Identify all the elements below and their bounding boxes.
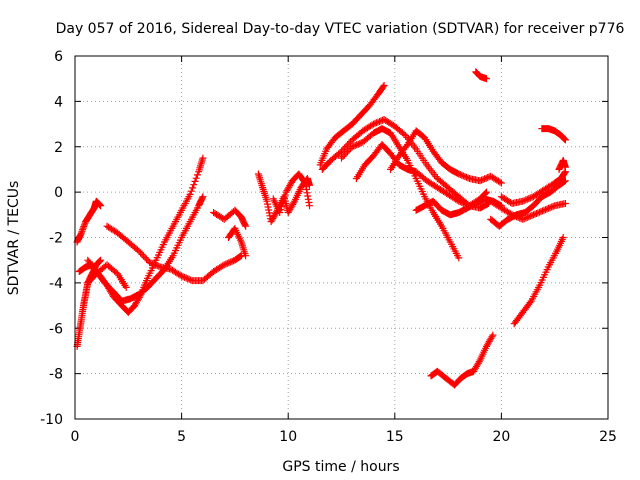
- y-tick-label: 0: [54, 185, 63, 201]
- series-pass-10: [269, 170, 313, 216]
- y-tick-label: -4: [49, 276, 63, 292]
- series-pass-13: [338, 125, 463, 262]
- series-pass-5: [103, 222, 245, 285]
- x-tick-label: 0: [71, 429, 80, 445]
- point-markers: [510, 234, 567, 328]
- point-markers: [210, 206, 250, 230]
- series-pass-18: [472, 68, 490, 83]
- data-layer: [73, 68, 569, 389]
- point-markers: [538, 125, 569, 144]
- series-pass-4: [84, 193, 207, 305]
- point-markers: [103, 222, 245, 285]
- point-markers: [316, 82, 388, 169]
- point-markers: [472, 68, 490, 83]
- grid-layer: [75, 56, 608, 419]
- y-tick-label: -8: [49, 367, 63, 383]
- point-markers: [427, 331, 497, 389]
- point-markers: [84, 193, 207, 305]
- series-pass-17: [427, 331, 497, 389]
- point-markers: [84, 261, 130, 291]
- series-pass-7: [210, 206, 250, 230]
- point-markers: [387, 127, 505, 187]
- point-markers: [497, 168, 569, 207]
- series-pass-22: [510, 234, 567, 328]
- y-tick-label: -10: [40, 412, 63, 428]
- plot-frame: [74, 55, 609, 420]
- y-axis-label: SDTVAR / TECUs: [6, 181, 22, 296]
- series-pass-2: [73, 197, 105, 246]
- chart-title: Day 057 of 2016, Sidereal Day-to-day VTE…: [56, 21, 625, 37]
- y-tick-label: -6: [49, 321, 63, 337]
- point-markers: [269, 170, 313, 216]
- y-tick-label: 2: [54, 140, 63, 156]
- x-axis-label: GPS time / hours: [282, 459, 399, 475]
- point-markers: [73, 197, 105, 246]
- series-pass-20: [487, 197, 569, 223]
- x-tick-label: 10: [279, 429, 297, 445]
- series-pass-8: [225, 224, 250, 260]
- series-pass-6: [84, 261, 130, 291]
- x-tick-label: 5: [177, 429, 186, 445]
- series-pass-21: [497, 168, 569, 207]
- y-tick-label: -2: [49, 231, 63, 247]
- x-tick-label: 15: [386, 429, 404, 445]
- point-markers: [338, 125, 463, 262]
- series-pass-24: [555, 156, 569, 173]
- x-tick-label: 20: [492, 429, 510, 445]
- series-pass-23: [538, 125, 569, 144]
- series-pass-15: [387, 127, 505, 187]
- point-markers: [225, 224, 250, 260]
- x-tick-label: 25: [599, 429, 617, 445]
- point-markers: [487, 197, 569, 223]
- y-tick-label: 6: [54, 49, 63, 65]
- point-markers: [555, 156, 569, 173]
- axis-ticks: 0 5 10 15 20 25 -10 -8 -6 -4 -2 0 2 4 6: [40, 49, 617, 445]
- y-tick-label: 4: [54, 94, 63, 110]
- series-pass-11: [316, 82, 388, 169]
